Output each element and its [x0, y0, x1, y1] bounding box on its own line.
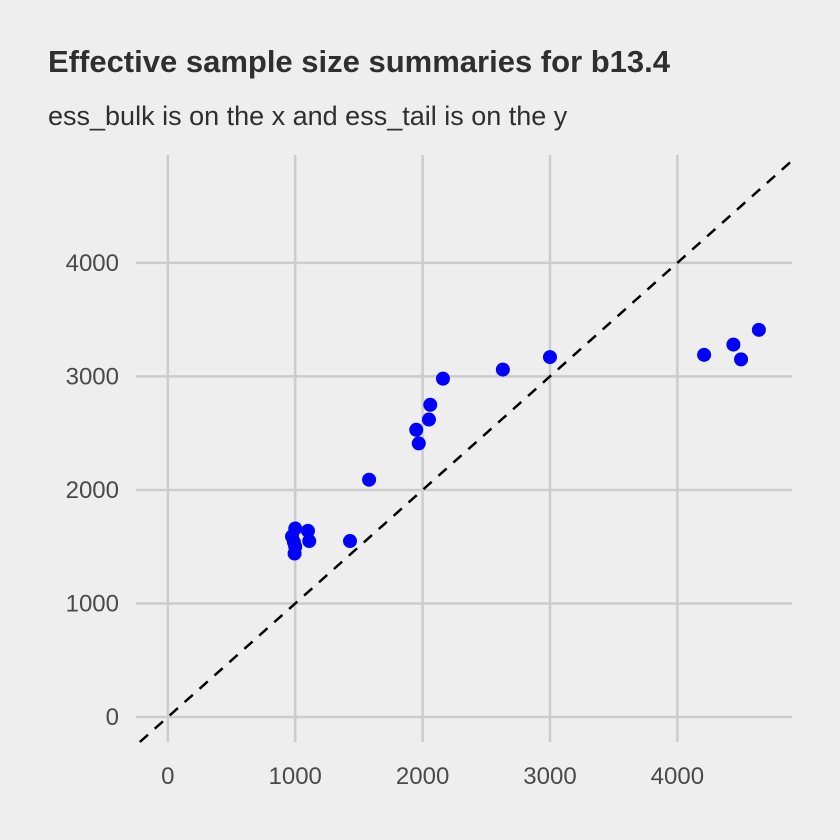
- data-point: [302, 534, 317, 549]
- data-point: [726, 337, 741, 352]
- chart-subtitle: ess_bulk is on the x and ess_tail is on …: [48, 101, 568, 131]
- chart-title: Effective sample size summaries for b13.…: [48, 44, 671, 79]
- grid-layer: [136, 155, 792, 742]
- data-point: [734, 352, 749, 367]
- data-point: [287, 546, 302, 561]
- data-point: [362, 472, 377, 487]
- data-point: [697, 347, 712, 362]
- x-tick-label: 0: [161, 763, 174, 790]
- data-point: [751, 322, 766, 337]
- point-layer: [285, 322, 766, 561]
- data-point: [342, 534, 357, 549]
- data-point: [435, 371, 450, 386]
- data-point: [542, 350, 557, 365]
- reference-line: [138, 159, 793, 743]
- data-point: [421, 412, 436, 427]
- y-tick-label: 1000: [66, 590, 119, 617]
- data-point: [409, 422, 424, 437]
- reference-line-layer: [138, 159, 793, 743]
- data-point: [423, 397, 438, 412]
- x-tick-label: 4000: [651, 763, 704, 790]
- data-point: [300, 523, 315, 538]
- data-point: [495, 362, 510, 377]
- x-tick-label: 3000: [523, 763, 576, 790]
- data-point: [411, 436, 426, 451]
- tick-label-layer: 0 1000 2000 3000 4000 0 1000 2000 3000 4000: [66, 250, 704, 790]
- y-tick-label: 4000: [66, 250, 119, 277]
- y-tick-label: 3000: [66, 363, 119, 390]
- y-tick-label: 2000: [66, 477, 119, 504]
- y-tick-label: 0: [106, 704, 119, 731]
- x-tick-label: 1000: [269, 763, 322, 790]
- x-tick-label: 2000: [396, 763, 449, 790]
